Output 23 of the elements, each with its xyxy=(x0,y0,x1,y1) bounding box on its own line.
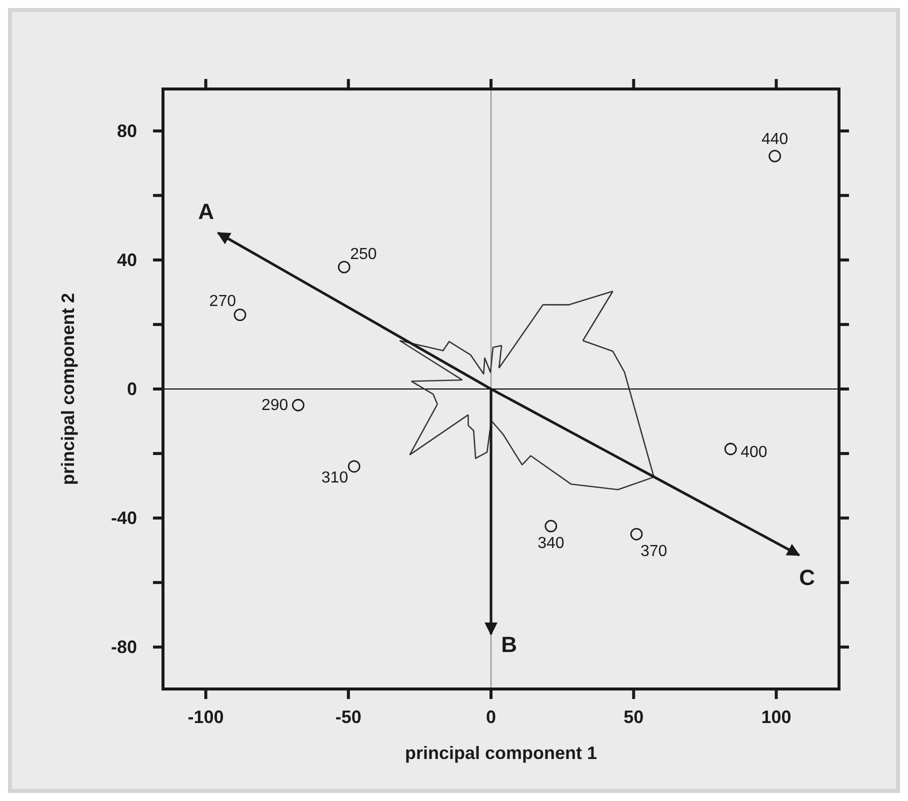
annotation: 440 xyxy=(761,131,788,148)
annotation: 340 xyxy=(538,535,564,552)
legend-label: C xyxy=(799,565,816,590)
series-label: A xyxy=(198,198,214,224)
y-axis-title: principal component 2 xyxy=(58,292,78,486)
x-tick-label: -100 xyxy=(188,707,224,727)
x-tick-label: -50 xyxy=(335,707,362,727)
annotation: 290 xyxy=(261,397,288,414)
annotation: 370 xyxy=(640,543,668,560)
annotation: 250 xyxy=(350,246,377,264)
y-tick-label: 0 xyxy=(126,379,137,399)
y-tick-label: -40 xyxy=(110,508,137,528)
x-axis-title: principal component 1 xyxy=(404,743,598,763)
annotation: 400 xyxy=(740,444,768,461)
series-label: B xyxy=(501,632,517,658)
x-tick-label: 100 xyxy=(761,707,792,727)
annotation: 310 xyxy=(321,469,348,486)
x-tick-label: 0 xyxy=(486,707,496,727)
y-tick-label: 80 xyxy=(116,120,137,141)
y-tick-label: -80 xyxy=(110,637,137,658)
x-tick-label: 50 xyxy=(624,707,644,727)
annotation: 270 xyxy=(209,292,236,310)
y-tick-label: 40 xyxy=(116,250,137,270)
